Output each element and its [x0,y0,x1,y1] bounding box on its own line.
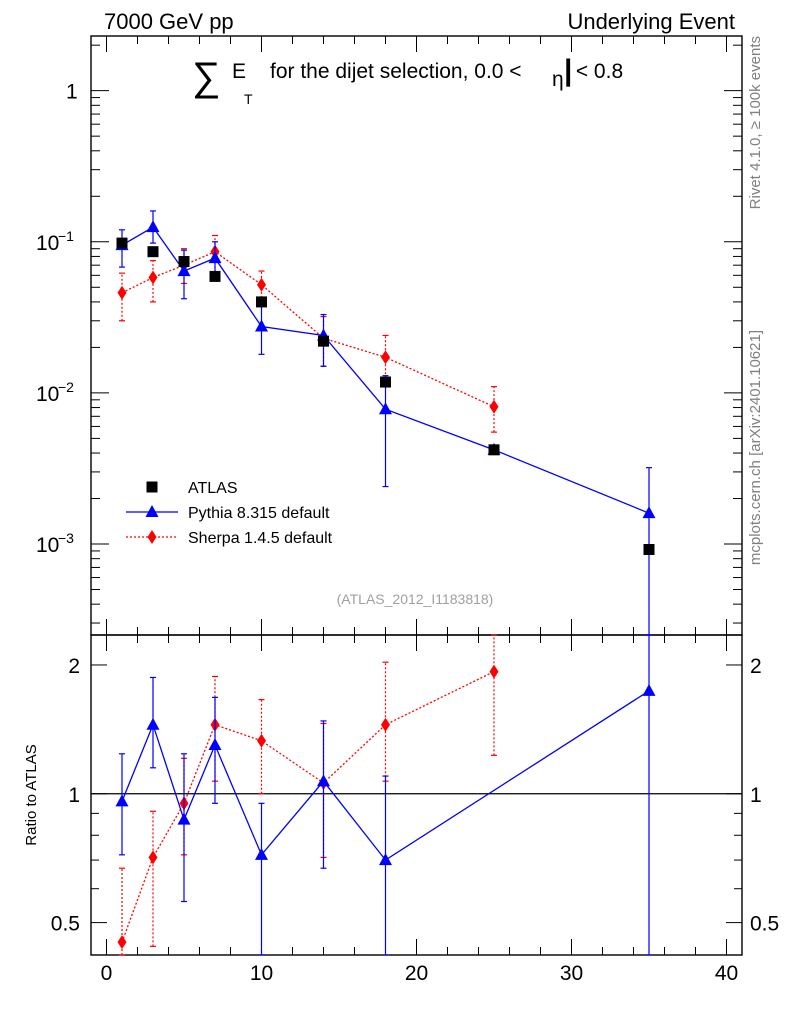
ratio-xtick-label: 40 [715,962,738,985]
legend-label: ATLAS [188,480,238,497]
legend: ATLAS Pythia 8.315 default Sherpa 1.4.5 de… [126,480,333,547]
ratio-xtick-label: 30 [560,962,583,985]
title-text: for the dijet selection, 0.0 < [270,60,522,83]
main-ytick-label: 10 [36,232,59,255]
pythia-point [642,506,656,519]
atlas-point [380,376,391,388]
sherpa-point [489,399,499,414]
atlas-point [256,296,267,308]
atlas-point [178,256,190,268]
ratio-ytick-label-left: 0.5 [51,913,80,936]
ratio-ytick-label-right: 2 [750,655,762,678]
analysis-watermark: (ATLAS_2012_I1183818) [337,591,494,607]
main-ytick-exponent: −2 [58,379,74,395]
sherpa-point [381,350,390,365]
pythia-point [177,264,191,277]
sherpa-point [148,270,158,285]
ratio-plot-marks [115,634,656,956]
main-ytick-label: 10 [36,383,59,406]
title-sum-symbol: ∑ [192,55,221,99]
sherpa-point [117,285,127,300]
ratio-xtick-label: 20 [405,962,428,985]
sherpa-point [257,277,266,292]
ratio-xtick-label: 0 [101,962,113,985]
ratio-ytick-label-right: 0.5 [750,913,779,936]
main-ytick-exponent: −1 [58,228,74,244]
atlas-point [147,246,159,258]
ratio-ytick-label-left: 2 [68,655,80,678]
ratio-pythia-point [115,794,129,807]
main-ytick-exponent: −3 [58,530,74,546]
title-e-symbol: E [232,60,246,83]
pythia-point [208,251,222,264]
ratio-pythia-point [642,683,656,696]
sherpa-line [121,250,495,408]
ratio-sherpa-point [117,935,127,950]
ratio-pythia-point [317,774,330,787]
main-plot-marks [115,210,656,636]
mcplots-label: mcplots.cern.ch [arXiv:2401.10621] [747,330,764,565]
ratio-sherpa-point [257,733,266,748]
legend-label: Sherpa 1.4.5 default [188,530,333,547]
ratio-sherpa-point [381,717,390,732]
ratio-sherpa-line [121,671,495,943]
ratio-pythia-point [255,847,268,860]
ratio-pythia-point [208,738,222,751]
main-axis-ticks: 110−110−210−3 [36,36,742,635]
atlas-point [116,237,128,249]
main-ytick-label: 1 [66,81,78,104]
atlas-point [209,270,221,282]
pythia-point [255,319,268,332]
legend-marker [146,481,158,493]
header-left-label: 7000 GeV pp [104,9,234,34]
legend-marker [147,530,157,544]
ratio-ytick-label-left: 1 [68,784,80,807]
title-eta: η [552,68,564,91]
atlas-point [318,335,329,347]
pythia-point [146,220,160,233]
ratio-xtick-label: 10 [250,962,273,985]
rivet-label: Rivet 4.1.0, ≥ 100k events [747,36,764,209]
legend-label: Pythia 8.315 default [188,505,330,522]
title-text-end: < 0.8 [570,60,623,83]
main-ytick-label: 10 [36,534,59,557]
ratio-sherpa-point [148,850,158,865]
ratio-pythia-point [177,812,191,825]
atlas-point [488,444,500,456]
ratio-panel-frame [90,634,743,956]
atlas-point [643,543,655,555]
ratio-sherpa-point [489,664,499,679]
ratio-pythia-point [146,717,160,730]
ratio-pythia-line [121,690,650,861]
ratio-pythia-point [379,853,392,866]
header-right-label: Underlying Event [567,9,735,34]
legend-marker [145,505,159,517]
ratio-ylabel: Ratio to ATLAS [23,744,40,845]
pythia-point [379,402,392,415]
title-t-subscript: T [244,91,253,107]
ratio-axis-ticks: 0.5 0.51 12 20 10 20 30 40 [51,635,779,985]
ratio-ytick-label-right: 1 [750,784,762,807]
main-title: ∑ E T for the dijet selection, 0.0 < η |… [192,54,623,107]
title-abs-bar: | [564,54,572,87]
